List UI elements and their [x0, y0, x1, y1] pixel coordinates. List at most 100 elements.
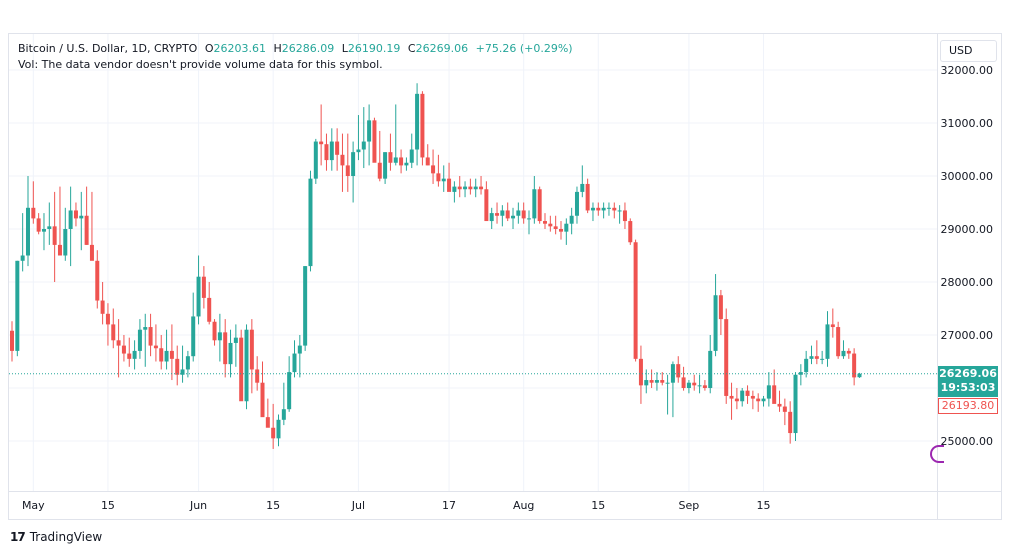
- price-tick-label: 25000.00: [941, 435, 994, 448]
- candle-body: [15, 260, 20, 351]
- candle-body: [495, 213, 500, 216]
- alert-icon[interactable]: [930, 445, 944, 463]
- candle: [692, 374, 697, 391]
- time-tick-label: 15: [101, 499, 115, 512]
- candle: [628, 218, 633, 245]
- change-value: +75.26 (+0.29%): [475, 42, 573, 55]
- candle-body: [399, 157, 404, 166]
- candle: [543, 213, 547, 229]
- candle: [788, 401, 793, 444]
- candle-body: [628, 221, 633, 243]
- candle-body: [633, 242, 638, 359]
- candle-body: [116, 340, 121, 346]
- candle-body: [31, 207, 36, 219]
- candle-body: [409, 149, 414, 163]
- brand-name[interactable]: TradingView: [29, 530, 103, 544]
- tradingview-logo-icon[interactable]: 17: [10, 530, 26, 544]
- candle: [558, 221, 563, 240]
- time-tick-label: Jul: [351, 499, 365, 512]
- candle: [127, 337, 132, 367]
- candle-body: [463, 186, 468, 190]
- candle: [436, 154, 441, 187]
- candle-body: [692, 382, 697, 386]
- candle-body: [569, 215, 574, 224]
- candle: [638, 345, 643, 404]
- candle: [527, 210, 532, 235]
- candle-body: [441, 178, 446, 182]
- candle: [329, 128, 334, 171]
- candle: [729, 382, 734, 420]
- candle: [196, 255, 201, 325]
- candle-body: [265, 417, 270, 428]
- candle-body: [105, 313, 110, 325]
- candle: [761, 395, 766, 407]
- candle-body: [132, 350, 137, 359]
- candle: [185, 350, 190, 378]
- candle: [468, 178, 473, 195]
- volume-note: Vol: The data vendor doesn't provide vol…: [18, 58, 383, 71]
- candle-body: [457, 186, 462, 190]
- candle: [95, 250, 100, 309]
- candle-body: [622, 210, 627, 222]
- candle: [484, 181, 489, 222]
- price-tick-label: 30000.00: [941, 170, 994, 183]
- low-price-tag: 26193.80: [938, 398, 998, 414]
- candle: [132, 340, 137, 370]
- candle: [393, 104, 398, 166]
- symbol-title[interactable]: Bitcoin / U.S. Dollar, 1D, CRYPTO: [18, 42, 198, 55]
- candle-body: [356, 149, 361, 153]
- candle: [207, 282, 212, 325]
- candle: [585, 178, 590, 214]
- candle-body: [452, 186, 457, 192]
- candle: [505, 202, 510, 222]
- candle: [649, 369, 654, 388]
- candle: [846, 348, 851, 359]
- candle: [47, 202, 52, 245]
- candle-body: [335, 141, 340, 155]
- candle-body: [20, 255, 25, 261]
- candle-body: [665, 382, 670, 384]
- candle-body: [25, 207, 30, 256]
- candle-body: [814, 356, 819, 359]
- candle-body: [825, 324, 830, 359]
- candle-body: [644, 380, 649, 386]
- candle-body: [505, 210, 510, 219]
- candle-body: [319, 141, 324, 145]
- candle: [276, 414, 281, 447]
- price-tick-label: 32000.00: [941, 64, 994, 77]
- candle: [463, 181, 468, 198]
- candle: [697, 374, 702, 394]
- candle: [89, 191, 94, 261]
- candle-body: [553, 226, 558, 229]
- open-value: 26203.61: [213, 42, 267, 55]
- candle-body: [63, 229, 68, 256]
- candle-body: [676, 364, 681, 378]
- candle-body: [217, 332, 222, 341]
- candle-body: [239, 337, 244, 402]
- candle: [324, 133, 329, 171]
- candle: [644, 369, 649, 394]
- time-tick-label: Aug: [513, 499, 534, 512]
- candle-body: [798, 372, 803, 375]
- candle-body: [228, 342, 233, 365]
- candle-body: [201, 276, 206, 298]
- candle: [686, 380, 691, 394]
- candle: [633, 239, 638, 362]
- candle: [153, 324, 158, 362]
- candle-body: [292, 353, 297, 373]
- candle: [830, 308, 835, 338]
- candle-body: [143, 327, 148, 330]
- candle: [79, 191, 84, 251]
- currency-button[interactable]: USD: [940, 40, 997, 62]
- candle-body: [436, 173, 441, 182]
- candle-body: [207, 297, 212, 322]
- candle: [116, 319, 121, 378]
- candle-body: [708, 350, 713, 388]
- close-value: 26269.06: [415, 42, 469, 55]
- candle: [228, 329, 233, 378]
- candle-body: [169, 350, 174, 359]
- price-axis-divider: [937, 33, 938, 520]
- candle: [377, 130, 382, 182]
- high-value: 26286.09: [281, 42, 335, 55]
